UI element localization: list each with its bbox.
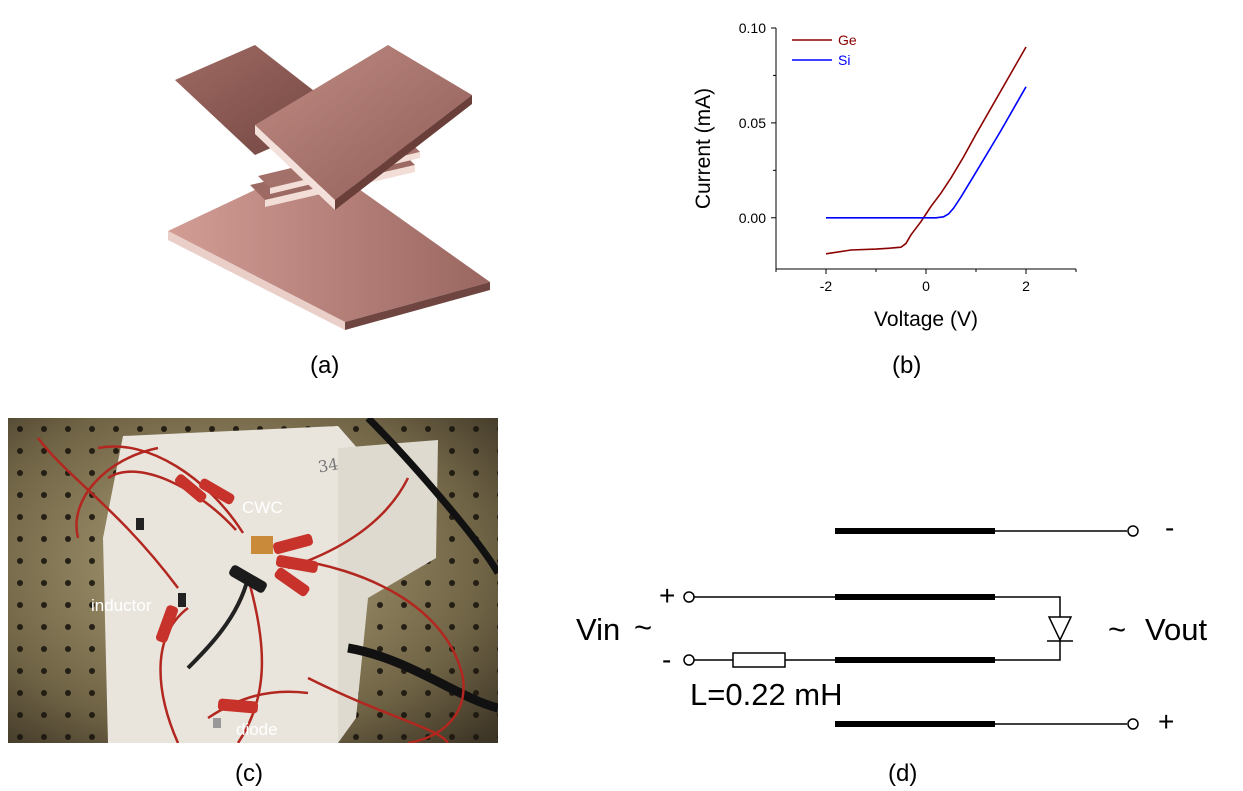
in-minus-sign: - [662,644,672,675]
y-axis-label: Current (mA) [692,88,715,209]
paper-sheet [103,426,373,743]
inductor-symbol [732,652,786,668]
photo-label-cwc: CWC [242,498,283,517]
iv-chart: -2 0 2 0.00 0.05 0.10 Voltage (V) Current (mA) G… [692,20,1077,331]
terminal-in-plus [683,591,695,603]
middle-plate-2 [258,140,420,188]
cwc-device [251,536,273,554]
y-tick-label: 0.00 [739,210,766,226]
y-tick-label: 0.05 [739,115,766,131]
vout-label: Vout [1145,612,1208,647]
setup-photo [8,418,498,743]
photo-handwriting: 34 [316,454,340,477]
panel-d-label: (d) [888,760,918,787]
vin-tilde: ~ [634,610,653,645]
top-plate-front [255,45,472,200]
legend-label-si: Si [838,52,850,68]
inductor-value-label: L=0.22 mH [690,677,843,712]
diode-symbol [1047,616,1073,642]
top-plate-back [175,45,345,155]
series-line-ge [825,46,1027,255]
terminal-out-plus [1127,718,1139,730]
x-tick-label: -2 [820,278,833,294]
out-plus-sign: + [1158,706,1175,737]
panel-c-label: (c) [235,760,263,787]
vin-label: Vin [576,612,621,647]
panel-b-label: (b) [892,352,922,379]
vout-tilde: ~ [1108,612,1127,647]
photo-label-diode: diode [236,720,278,739]
terminal-out-minus [1127,525,1139,537]
middle-plate-1 [250,150,415,200]
in-plus-sign: + [659,580,676,611]
out-minus-sign: - [1165,512,1175,543]
y-tick-label: 0.10 [739,20,766,36]
x-tick-label: 2 [1022,278,1030,294]
diode-component [213,718,221,728]
terminal-in-minus [683,654,695,666]
photo-label-inductor: inductor [91,596,152,615]
x-tick-label: 0 [922,278,930,294]
x-axis-label: Voltage (V) [874,308,978,331]
panel-a-label: (a) [310,352,340,379]
bottom-plate [168,160,490,322]
legend-label-ge: Ge [838,32,857,48]
series-line-si [826,86,1027,219]
inductor-component [178,593,186,607]
